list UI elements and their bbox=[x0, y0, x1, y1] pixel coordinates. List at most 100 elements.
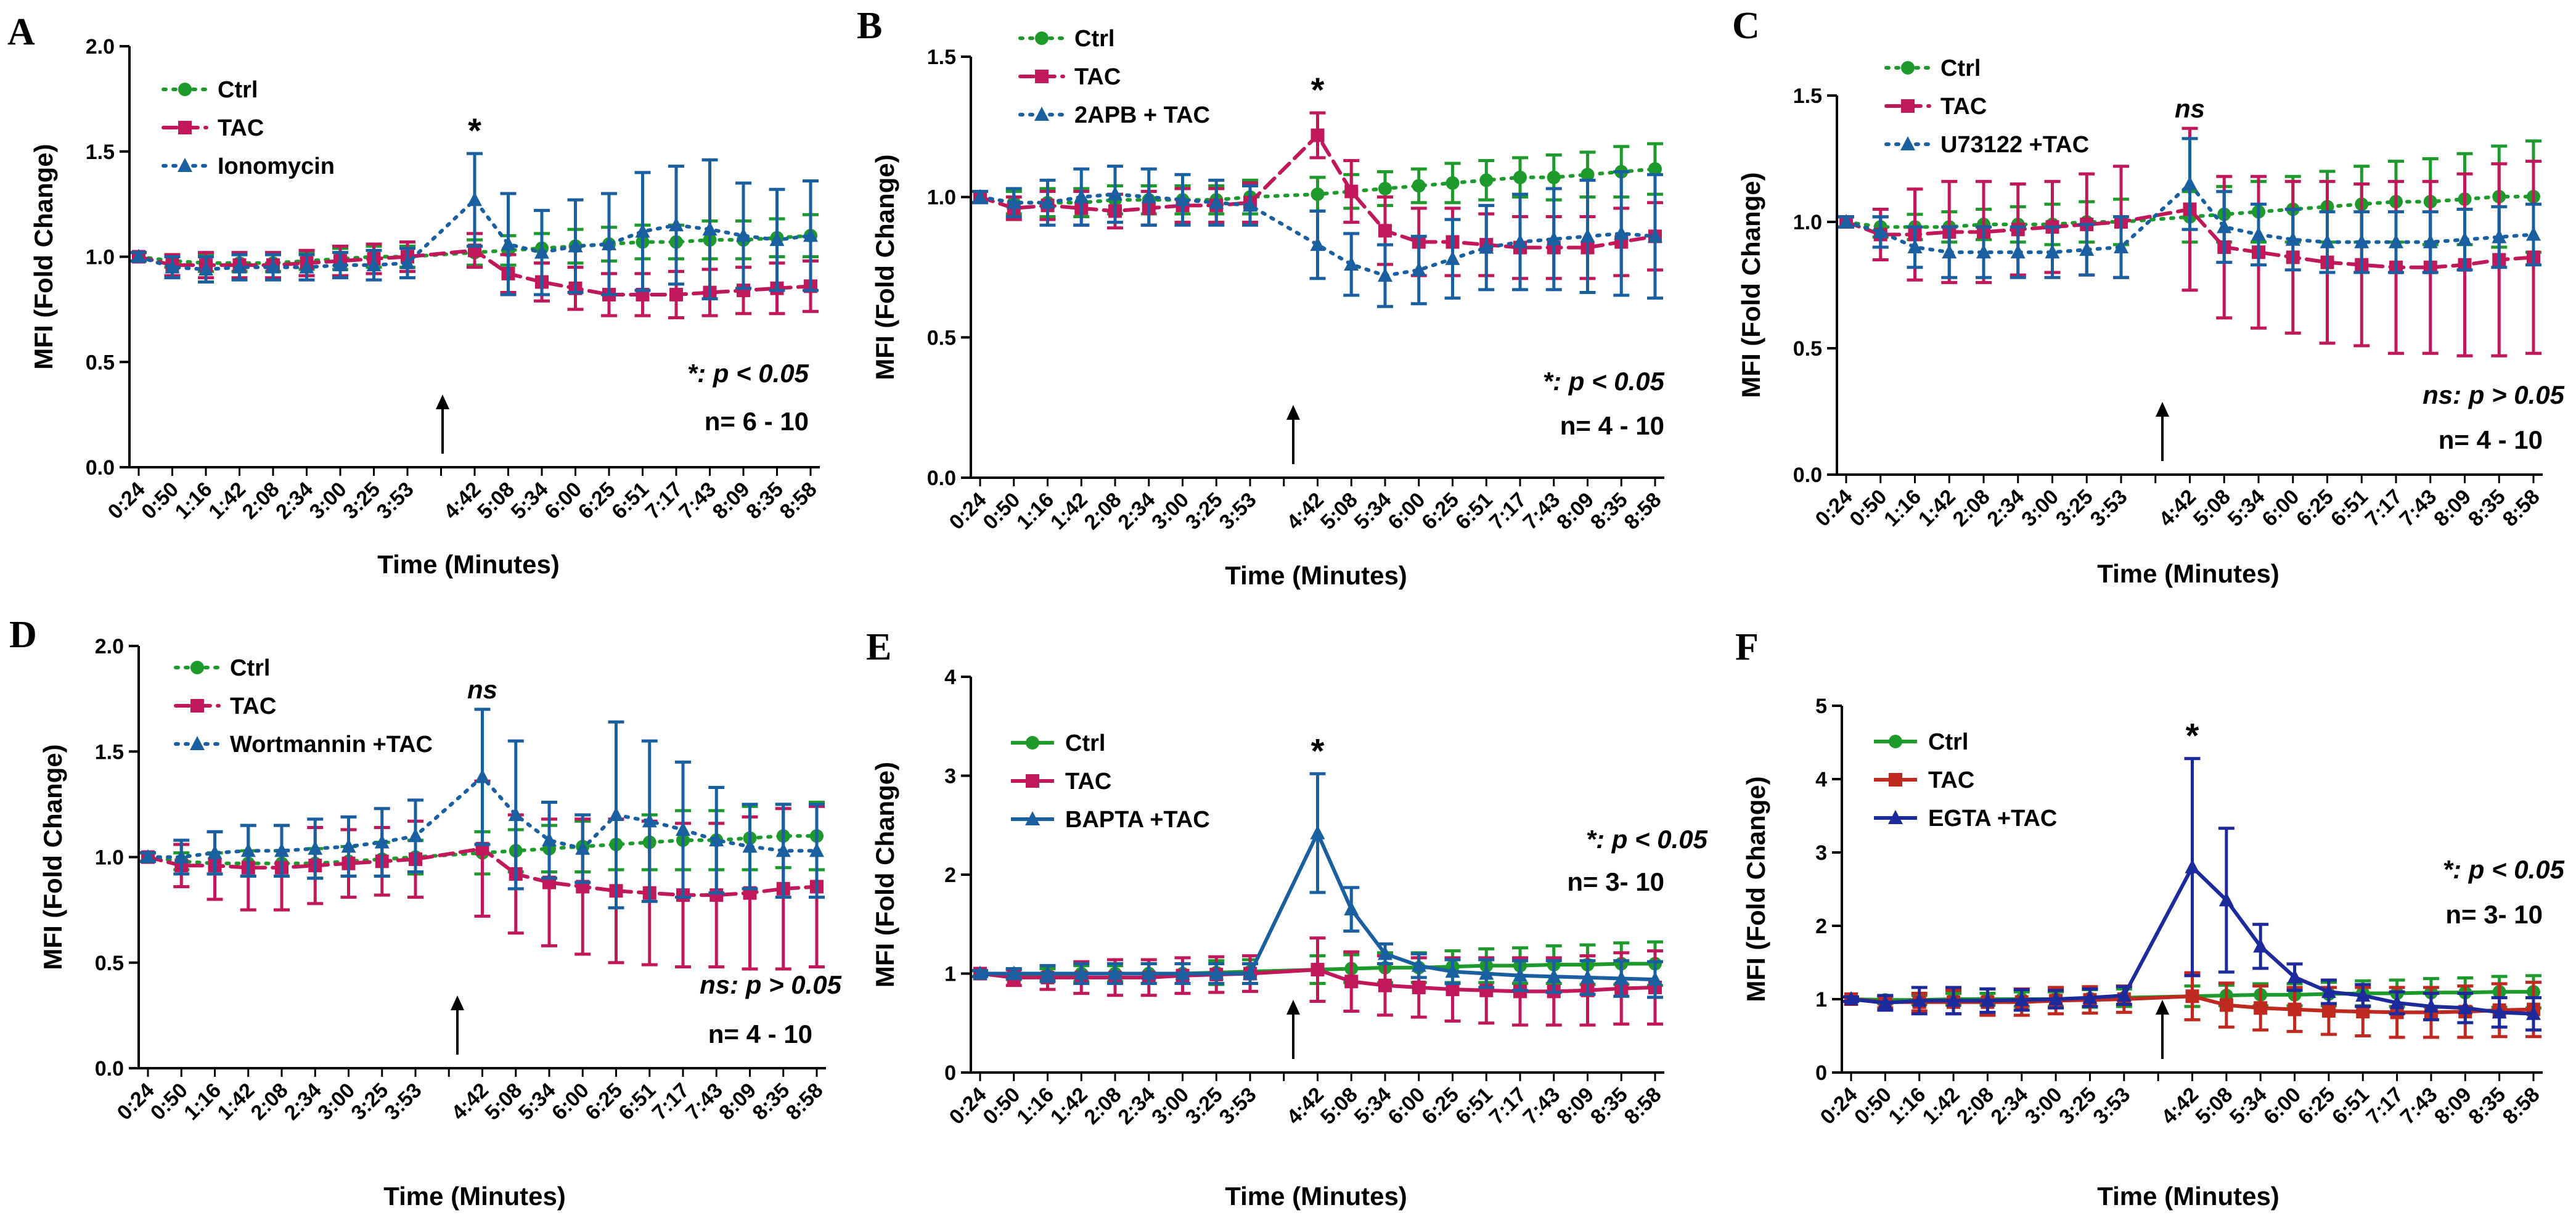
x-tick-label: 8:35 bbox=[2464, 485, 2510, 531]
x-tick-label: 5:34 bbox=[2223, 485, 2270, 531]
x-tick-label: 6:25 bbox=[1417, 1083, 1463, 1129]
x-tick-label: 2:34 bbox=[1113, 1083, 1159, 1129]
y-tick-label: 0.0 bbox=[86, 456, 115, 480]
data-point bbox=[1580, 228, 1595, 243]
data-point bbox=[2423, 234, 2438, 248]
data-point bbox=[1648, 162, 1662, 176]
x-axis-title: Time (Minutes) bbox=[2097, 1182, 2280, 1211]
data-point bbox=[2320, 234, 2335, 248]
data-point bbox=[467, 192, 482, 206]
legend-label: BAPTA +TAC bbox=[1065, 807, 1210, 833]
legend-label: TAC bbox=[230, 693, 276, 719]
panel-letter: C bbox=[1732, 5, 1760, 47]
x-tick-label: 6:00 bbox=[1383, 1083, 1429, 1129]
significance-mark: ns bbox=[467, 675, 497, 704]
x-tick-label: 0:24 bbox=[1816, 1083, 1862, 1129]
legend-label: Ctrl bbox=[1074, 26, 1114, 52]
y-tick-label: 1 bbox=[944, 963, 956, 986]
y-tick-label: 1.5 bbox=[86, 141, 115, 164]
data-point bbox=[575, 840, 591, 855]
x-tick-label: 1:42 bbox=[1918, 1083, 1965, 1129]
panel-letter: E bbox=[866, 626, 891, 668]
legend: Ctrl TAC EGTA +TAC bbox=[1874, 729, 2057, 832]
x-tick-label: 5:08 bbox=[2189, 485, 2235, 531]
legend-label: TAC bbox=[1928, 767, 1974, 793]
data-point bbox=[1980, 992, 1995, 1007]
series-line bbox=[978, 192, 1657, 278]
legend: Ctrl TAC BAPTA +TAC bbox=[1011, 730, 1210, 833]
data-point bbox=[602, 236, 616, 251]
data-point bbox=[1648, 971, 1662, 986]
data-point bbox=[2492, 229, 2507, 243]
data-point bbox=[1546, 231, 1561, 245]
x-tick-label: 7:43 bbox=[2396, 1083, 2442, 1129]
treatment-arrow-head bbox=[1286, 1000, 1300, 1015]
data-point bbox=[1547, 170, 1561, 184]
x-tick-label: 2:34 bbox=[1982, 485, 2029, 531]
y-tick-label: 1.5 bbox=[95, 740, 124, 764]
data-point bbox=[2355, 987, 2371, 1002]
x-tick-label: 2:34 bbox=[1113, 488, 1159, 534]
x-axis-title: Time (Minutes) bbox=[383, 1182, 566, 1211]
y-tick-label: 2 bbox=[1815, 915, 1827, 938]
x-tick-label: 8:58 bbox=[2498, 1083, 2545, 1129]
x-tick-label: 2:34 bbox=[1986, 1083, 2032, 1129]
data-point bbox=[2079, 242, 2095, 256]
x-tick-label: 1:42 bbox=[1046, 488, 1092, 534]
data-point bbox=[1006, 965, 1021, 980]
x-axis-title: Time (Minutes) bbox=[377, 550, 560, 579]
data-point bbox=[1839, 214, 1854, 228]
y-tick-label: 1.5 bbox=[1793, 84, 1822, 108]
x-tick-label: 6:51 bbox=[2328, 1083, 2374, 1129]
data-point bbox=[1513, 967, 1527, 982]
data-point bbox=[1243, 965, 1257, 980]
data-point bbox=[1310, 187, 1325, 202]
data-point bbox=[174, 849, 189, 864]
data-point bbox=[973, 189, 987, 203]
x-tick-label: 8:58 bbox=[1620, 488, 1666, 534]
x-tick-label: 3:25 bbox=[2055, 1083, 2101, 1129]
y-axis-title: MFI (Fold Change) bbox=[1741, 776, 1770, 1002]
data-point bbox=[803, 227, 818, 242]
y-tick-label: 1.0 bbox=[95, 846, 124, 870]
n-count-note: n= 3- 10 bbox=[1567, 867, 1664, 896]
chart-panel-b: B 0.0 0.5 1.0 1.5 0:240:501:161:422:082:343:0… bbox=[857, 5, 1666, 590]
legend-label: Ctrl bbox=[230, 655, 270, 681]
data-point bbox=[2010, 244, 2026, 259]
data-point bbox=[2254, 1001, 2268, 1015]
x-tick-label: 3:00 bbox=[1147, 1083, 1193, 1129]
legend-marker bbox=[1035, 31, 1049, 45]
data-point bbox=[1378, 224, 1392, 238]
legend-marker bbox=[1026, 736, 1039, 750]
data-point bbox=[2356, 1005, 2370, 1019]
data-point bbox=[1108, 186, 1122, 201]
data-point bbox=[1040, 194, 1055, 209]
data-point bbox=[973, 965, 987, 980]
series-line bbox=[1850, 864, 2534, 1016]
data-point bbox=[165, 259, 180, 274]
series-u73122-tac bbox=[1838, 137, 2541, 279]
x-tick-label: 7:17 bbox=[1485, 488, 1531, 534]
data-point bbox=[1479, 965, 1494, 980]
data-point bbox=[1445, 250, 1460, 265]
x-tick-label: 6:00 bbox=[1383, 488, 1429, 534]
y-tick-label: 0 bbox=[1815, 1061, 1827, 1085]
x-tick-label: 2:08 bbox=[1952, 1083, 1998, 1129]
y-tick-label: 0.5 bbox=[1793, 337, 1822, 361]
data-point bbox=[232, 259, 247, 274]
x-tick-label: 8:58 bbox=[782, 1079, 828, 1125]
y-axis-title: MFI (Fold Change) bbox=[1736, 172, 1765, 398]
x-tick-label: 7:43 bbox=[2395, 485, 2441, 531]
data-point bbox=[1479, 173, 1494, 187]
series-egta-tac bbox=[1843, 757, 2541, 1032]
p-value-note: *: p < 0.05 bbox=[1543, 367, 1665, 396]
series-line bbox=[137, 197, 812, 271]
significance-mark: ns bbox=[2175, 94, 2205, 123]
x-tick-label: 1:42 bbox=[1046, 1083, 1092, 1129]
x-tick-label: 8:09 bbox=[1552, 1083, 1598, 1129]
y-tick-label: 0.5 bbox=[927, 326, 956, 349]
significance-mark: * bbox=[468, 111, 481, 150]
n-count-note: n= 3- 10 bbox=[2445, 900, 2543, 929]
data-point bbox=[1479, 239, 1494, 254]
data-point bbox=[2116, 987, 2132, 1002]
